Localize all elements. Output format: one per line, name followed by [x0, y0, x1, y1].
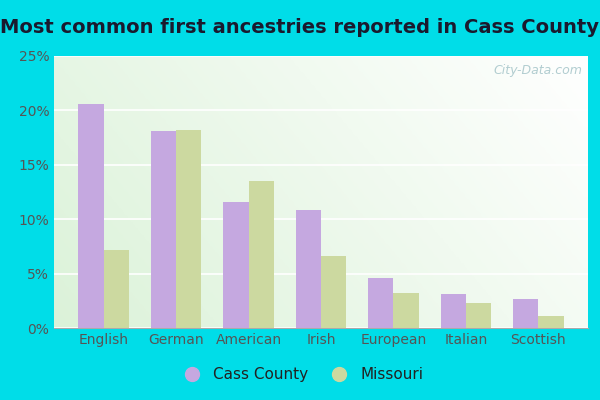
Bar	[176, 130, 202, 328]
Bar	[223, 202, 248, 328]
Bar	[440, 294, 466, 328]
Legend: Cass County, Missouri: Cass County, Missouri	[170, 361, 430, 388]
Bar	[321, 256, 346, 328]
Bar	[538, 316, 564, 328]
Bar	[368, 278, 394, 328]
Bar	[513, 299, 538, 328]
Bar	[394, 293, 419, 328]
Bar	[78, 104, 104, 328]
Text: Most common first ancestries reported in Cass County: Most common first ancestries reported in…	[1, 18, 599, 37]
Bar	[296, 210, 321, 328]
Bar	[151, 131, 176, 328]
Bar	[104, 250, 129, 328]
Bar	[248, 181, 274, 328]
Bar	[466, 303, 491, 328]
Text: City-Data.com: City-Data.com	[494, 64, 583, 77]
